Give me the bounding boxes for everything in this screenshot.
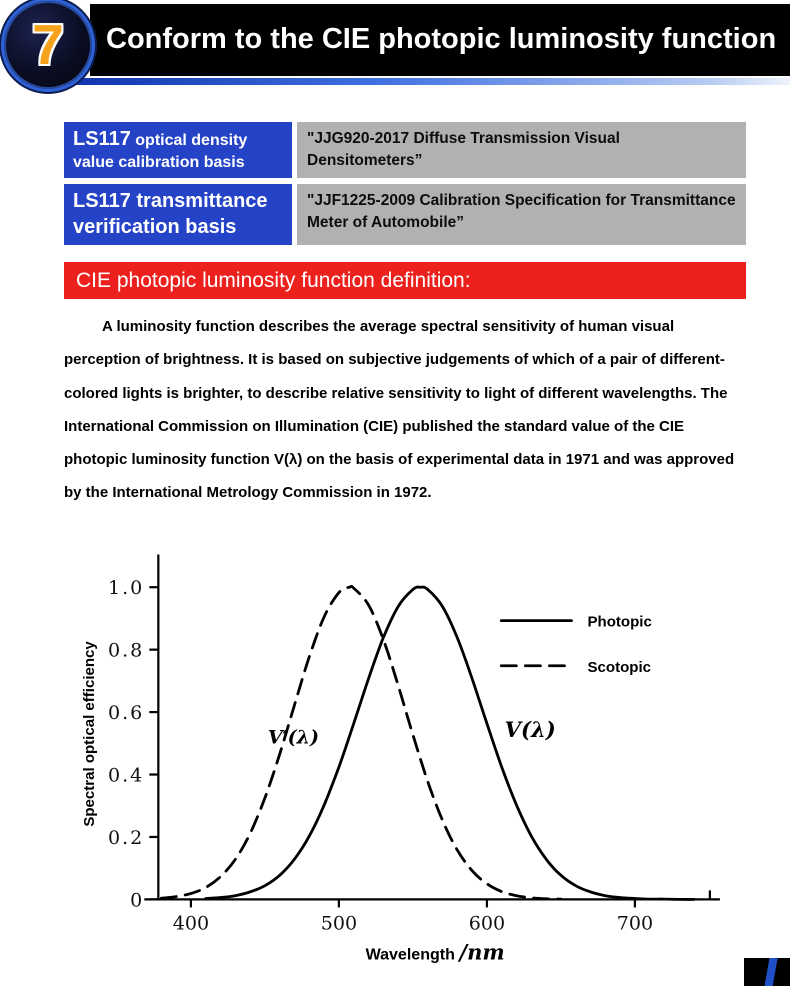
basis-value-cell: "JJG920-2017 Diffuse Transmission Visual… — [297, 122, 746, 179]
definition-heading-banner: CIE photopic luminosity function definit… — [64, 262, 746, 299]
photopic-curve — [204, 585, 696, 901]
basis-value: "JJF1225-2009 Calibration Specification … — [307, 192, 736, 231]
basis-label-cell: LS117 transmittance verification basis — [64, 184, 292, 246]
header-accent-line — [34, 78, 790, 85]
page-title: Conform to the CIE photopic luminosity f… — [106, 23, 777, 56]
chapter-number-badge: 7 — [4, 1, 92, 89]
chart-canvas: 400 500 600 700 0 0.2 0.4 0.6 0.8 1.0 Photopic Scot… — [81, 554, 720, 965]
y-tick-label: 1.0 — [108, 577, 144, 599]
x-tick-label: 500 — [321, 912, 357, 934]
basis-value-cell: "JJF1225-2009 Calibration Specification … — [297, 184, 746, 246]
scotopic-curve — [159, 584, 563, 901]
y-tick-label: 0.2 — [108, 827, 144, 849]
y-axis-label: Spectral optical efficiency — [81, 641, 98, 827]
page-corner-decoration — [744, 958, 790, 986]
calibration-basis-table: LS117 optical density value calibration … — [64, 122, 746, 251]
x-axis-label: Wavelength /nm — [366, 940, 505, 965]
curve-annotation: V(λ) — [505, 717, 556, 742]
chapter-number: 7 — [32, 13, 64, 77]
y-tick-label: 0.6 — [108, 702, 144, 724]
x-tick-label: 400 — [173, 912, 209, 934]
y-tick-label: 0.8 — [108, 640, 144, 662]
title-bar: Conform to the CIE photopic luminosity f… — [90, 4, 790, 76]
y-tick-label: 0.4 — [108, 765, 144, 787]
table-row: LS117 transmittance verification basis "… — [64, 184, 746, 246]
basis-label-rest: optical density value calibration basis — [73, 132, 248, 171]
basis-label-lead: LS117 — [73, 128, 131, 150]
luminosity-function-chart: 400 500 600 700 0 0.2 0.4 0.6 0.8 1.0 Photopic Scot… — [38, 538, 750, 970]
table-row: LS117 optical density value calibration … — [64, 122, 746, 179]
definition-heading: CIE photopic luminosity function definit… — [76, 269, 471, 292]
definition-paragraph: A luminosity function describes the aver… — [64, 318, 735, 502]
legend-label-photopic: Photopic — [588, 614, 652, 631]
basis-value: "JJG920-2017 Diffuse Transmission Visual… — [307, 130, 620, 169]
x-tick-label: 600 — [469, 912, 505, 934]
y-tick-label: 0 — [130, 889, 144, 911]
legend-label-scotopic: Scotopic — [588, 659, 651, 676]
basis-label-lead: LS117 transmittance verification basis — [73, 190, 268, 238]
x-tick-label: 700 — [617, 912, 653, 934]
curve-annotation: V′(λ) — [268, 726, 319, 748]
basis-label-cell: LS117 optical density value calibration … — [64, 122, 292, 179]
